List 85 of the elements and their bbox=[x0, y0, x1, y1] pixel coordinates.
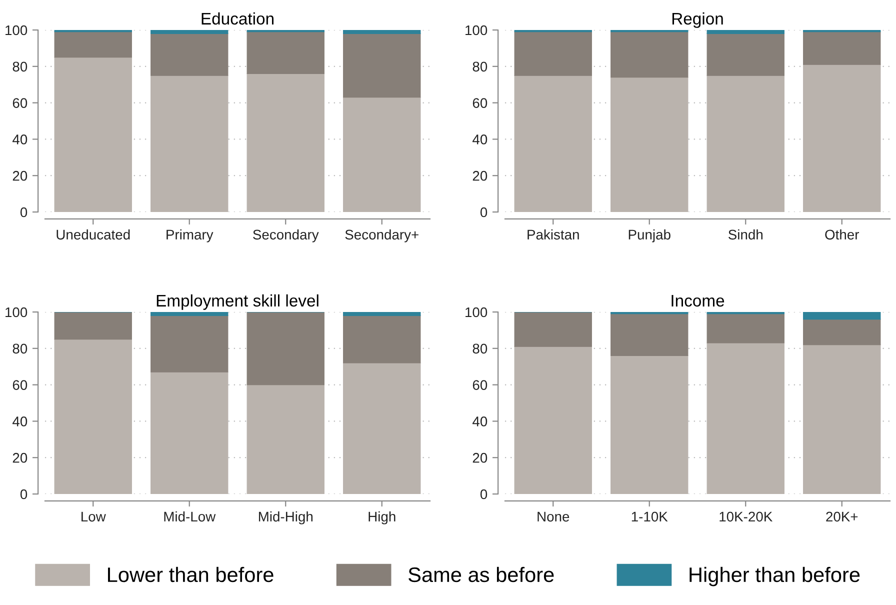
bar bbox=[610, 355, 688, 494]
bar bbox=[150, 312, 228, 316]
x-tick-label: Mid-Low bbox=[164, 511, 216, 522]
bar bbox=[246, 384, 324, 494]
bar bbox=[514, 75, 592, 212]
y-tick-label: 80 bbox=[12, 344, 28, 354]
bar bbox=[706, 30, 784, 34]
chart-title: Education bbox=[202, 12, 274, 25]
y-tick-label: 100 bbox=[466, 25, 488, 36]
y-tick-label: 100 bbox=[6, 25, 28, 36]
x-tick-label: Pakistan bbox=[528, 229, 579, 240]
y-tick-label: 80 bbox=[472, 62, 488, 72]
y-tick-label: 0 bbox=[480, 207, 488, 218]
bar bbox=[54, 31, 132, 58]
x-tick-label: Sindh bbox=[728, 229, 762, 240]
bar bbox=[610, 76, 688, 212]
bar bbox=[150, 30, 228, 34]
bar bbox=[343, 33, 421, 98]
bar bbox=[54, 56, 132, 212]
x-tick-label: 10K-20K bbox=[720, 512, 772, 522]
legend-label: Lower than before bbox=[108, 566, 274, 582]
bar bbox=[803, 64, 881, 212]
bar bbox=[706, 342, 784, 494]
y-tick-label: 100 bbox=[6, 307, 28, 318]
bar bbox=[610, 31, 688, 78]
x-tick-label: Secondary bbox=[253, 229, 319, 242]
y-tick-label: 60 bbox=[12, 98, 28, 108]
bar bbox=[343, 96, 421, 212]
bar bbox=[246, 73, 324, 212]
bar bbox=[803, 312, 881, 320]
x-tick-label: None bbox=[538, 512, 570, 522]
bar bbox=[150, 75, 228, 212]
bar bbox=[803, 344, 881, 494]
x-tick-label: Secondary+ bbox=[345, 229, 418, 242]
y-tick-label: 20 bbox=[12, 452, 28, 463]
bar bbox=[150, 372, 228, 494]
x-tick-label: Mid-High bbox=[258, 511, 313, 524]
bar bbox=[610, 313, 688, 356]
y-tick-label: 20 bbox=[472, 170, 488, 181]
legend-label: Higher than before bbox=[690, 566, 860, 586]
chart-title: Employment skill level bbox=[156, 294, 318, 310]
chart-title: Region bbox=[672, 12, 723, 28]
y-tick-label: 40 bbox=[472, 416, 488, 426]
x-tick-label: Low bbox=[82, 512, 106, 522]
bar bbox=[343, 315, 421, 364]
y-tick-label: 80 bbox=[472, 344, 488, 354]
y-tick-label: 0 bbox=[480, 489, 488, 500]
y-tick-label: 0 bbox=[20, 207, 28, 218]
y-tick-label: 60 bbox=[472, 98, 488, 108]
x-tick-label: Primary bbox=[166, 229, 214, 242]
bar bbox=[803, 31, 881, 65]
bar bbox=[54, 312, 132, 340]
chart-title: Income bbox=[672, 294, 724, 307]
x-tick-label: Punjab bbox=[628, 229, 670, 242]
x-tick-label: Other bbox=[825, 229, 860, 240]
bar bbox=[514, 31, 592, 76]
x-tick-label: 1-10K bbox=[632, 512, 668, 522]
y-tick-label: 40 bbox=[12, 416, 28, 426]
y-tick-label: 40 bbox=[12, 134, 28, 144]
bar bbox=[246, 31, 324, 74]
x-tick-label: 20K+ bbox=[826, 512, 858, 522]
bar bbox=[803, 318, 881, 346]
bar bbox=[343, 30, 421, 34]
bar bbox=[514, 312, 592, 347]
bar bbox=[706, 33, 784, 76]
y-tick-label: 0 bbox=[20, 489, 28, 500]
y-tick-label: 20 bbox=[472, 452, 488, 463]
x-tick-label: Uneducated bbox=[56, 229, 130, 240]
x-tick-label: High bbox=[368, 511, 396, 524]
y-tick-label: 100 bbox=[466, 307, 488, 318]
bar bbox=[706, 75, 784, 212]
y-tick-label: 60 bbox=[12, 380, 28, 390]
legend-label: Same as before bbox=[408, 566, 554, 582]
bar bbox=[150, 315, 228, 372]
bar bbox=[54, 338, 132, 494]
bar bbox=[706, 313, 784, 344]
y-tick-label: 40 bbox=[472, 134, 488, 144]
y-tick-label: 20 bbox=[12, 170, 28, 181]
bar bbox=[343, 312, 421, 316]
bar bbox=[343, 362, 421, 494]
bar bbox=[150, 33, 228, 76]
bar bbox=[246, 312, 324, 386]
y-tick-label: 60 bbox=[472, 380, 488, 390]
y-tick-label: 80 bbox=[12, 62, 28, 72]
bar bbox=[514, 346, 592, 494]
